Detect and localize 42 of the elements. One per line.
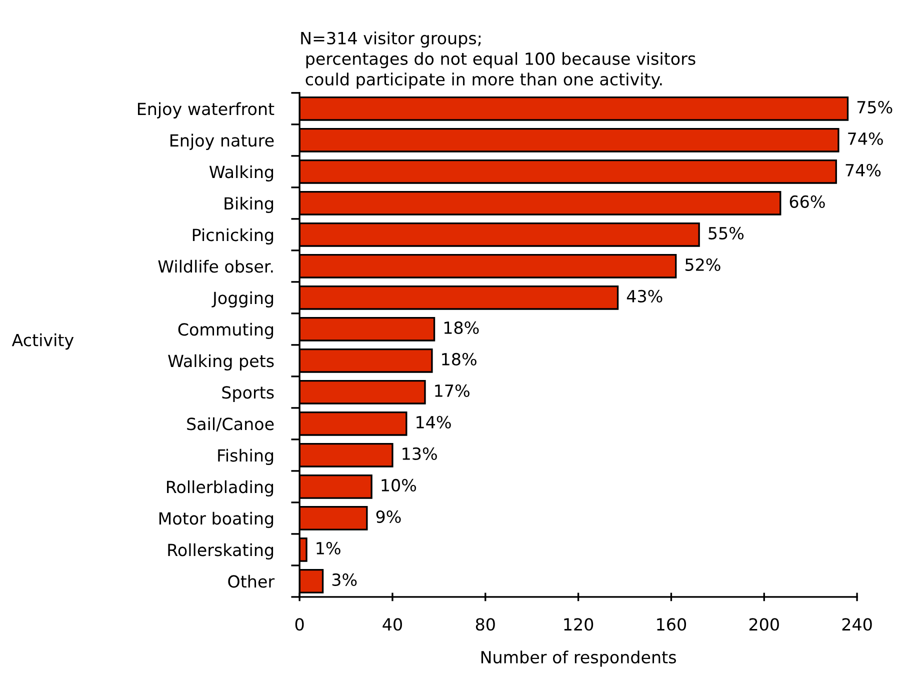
y-tick-label: Motor boating [159,512,274,528]
annotation: 66% [790,195,825,208]
y-axis-title: Activity [12,333,74,350]
x-tick-label: 80 [476,618,495,631]
annotation: 3% [332,573,357,586]
y-tick-label: Biking [224,196,274,213]
annotation: 13% [402,447,437,460]
annotation: 74% [848,132,883,145]
annotation: 1% [316,542,340,555]
x-axis-title: Number of respondents [481,650,676,667]
annotation: 17% [435,384,470,398]
x-tick-label: 0 [295,618,304,631]
annotation: 75% [857,100,892,114]
annotation: 74% [846,164,881,176]
y-tick-label: Jogging [212,291,274,308]
y-tick-label: Other [228,574,275,588]
y-tick-label: Picnicking [192,228,274,244]
annotation: 14% [416,416,451,429]
y-tick-label: Rollerskating [168,543,274,560]
x-tick-label: 200 [749,618,779,631]
y-tick-label: Enjoy nature [170,134,274,150]
text: N=314 visitor groups; percentages do not equal 100 because visitors could participate in more than one activity. [301,32,696,89]
x-tick-label: 120 [564,618,594,631]
y-tick-label: Wildlife obser. [158,260,273,273]
y-tick-label: Commuting [178,322,274,339]
y-tick-label: Sail/Canoe [187,417,274,432]
y-tick-label: Walking pets [168,354,274,370]
y-tick-label: Fishing [218,448,274,465]
y-tick-label: Rollerblading [167,480,274,496]
x-tick-label: 160 [657,618,686,631]
annotation: 52% [685,258,720,271]
x-tick-label: 40 [382,618,402,631]
annotation: 9% [376,510,401,524]
annotation: 10% [382,478,416,492]
y-tick-label: Sports [222,386,274,402]
annotation: 18% [442,352,476,366]
x-tick-label: 240 [842,618,872,631]
annotation: 55% [708,226,744,240]
y-tick-label: Enjoy waterfront [138,102,274,118]
annotation: 18% [444,321,479,334]
y-tick-label: Walking [209,165,274,182]
annotation: 43% [626,290,662,302]
